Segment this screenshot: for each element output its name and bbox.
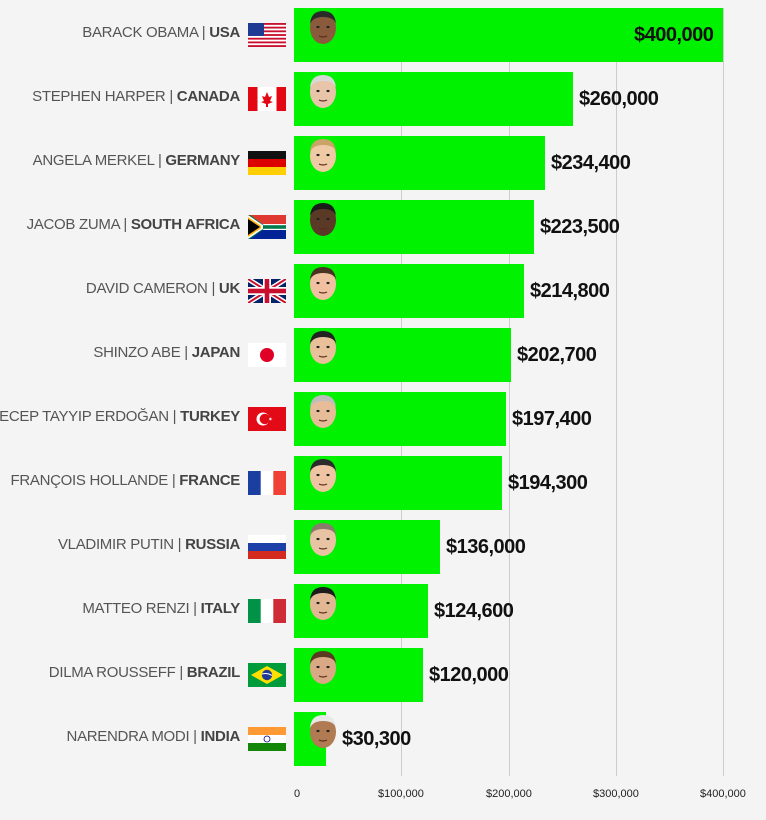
leader-name: RECEP TAYYIP ERDOĞAN [0,408,169,425]
value-label: $194,300 [508,472,588,494]
gridline [723,8,724,776]
portrait-icon [306,6,340,46]
country-name: USA [209,24,240,41]
flag-usa-icon [248,23,286,47]
country-name: UK [218,280,240,297]
leader-name: FRANÇOIS HOLLANDE [10,472,169,489]
country-name: RUSSIA [185,536,240,553]
leader-label: DAVID CAMERON | UK [86,279,240,299]
value-label: $214,800 [530,280,610,302]
portrait-icon [306,518,340,558]
leader-name: STEPHEN HARPER [32,88,166,105]
x-tick-label: $400,000 [700,788,746,800]
leader-name: DAVID CAMERON [85,280,208,297]
label-separator: | [119,216,131,233]
leader-label: FRANÇOIS HOLLANDE | FRANCE [10,471,241,491]
label-separator: | [197,24,210,41]
leader-name: MATTEO RENZI [82,600,190,617]
leader-name: JACOB ZUMA [26,216,120,233]
country-name: TURKEY [180,408,240,425]
leader-label: STEPHEN HARPER | CANADA [32,87,240,107]
label-separator: | [154,152,166,169]
value-label: $234,400 [551,152,631,174]
flag-india-icon [248,727,286,751]
portrait-icon [306,262,340,302]
x-tick-label: $300,000 [593,788,639,800]
flag-brazil-icon [248,663,286,687]
flag-turkey-icon [248,407,286,431]
flag-italy-icon [248,599,286,623]
leader-label: BARACK OBAMA | USA [82,23,240,43]
bar [294,136,545,190]
leader-name: BARACK OBAMA [82,24,198,41]
flag-uk-icon [248,279,286,303]
value-label: $136,000 [446,536,526,558]
bar [294,72,573,126]
portrait-icon [306,646,340,686]
bar [294,8,723,62]
country-name: FRANCE [179,472,240,489]
leader-label: MATTEO RENZI | ITALY [82,599,240,619]
portrait-icon [306,134,340,174]
value-label: $30,300 [342,728,411,750]
leader-name: VLADIMIR PUTIN [57,536,174,553]
country-name: INDIA [200,728,241,745]
value-label: $197,400 [512,408,592,430]
leader-label: JACOB ZUMA | SOUTH AFRICA [26,215,241,235]
value-label: $120,000 [429,664,509,686]
leader-label: RECEP TAYYIP ERDOĞAN | TURKEY [0,407,240,427]
portrait-icon [306,326,340,366]
flag-russia-icon [248,535,286,559]
leader-name: DILMA ROUSSEFF [48,664,176,681]
gridline [616,8,617,776]
label-separator: | [180,344,192,361]
x-tick-label: $200,000 [486,788,532,800]
label-separator: | [165,88,177,105]
country-name: CANADA [176,88,241,105]
country-name: BRAZIL [186,664,241,681]
flag-canada-icon [248,87,286,111]
label-separator: | [207,280,219,297]
flag-japan-icon [248,343,286,367]
label-separator: | [175,664,187,681]
leader-label: VLADIMIR PUTIN | RUSSIA [58,535,240,555]
country-name: JAPAN [191,344,241,361]
country-name: ITALY [200,600,241,617]
country-name: SOUTH AFRICA [130,216,240,233]
label-separator: | [189,600,201,617]
x-tick-label: $100,000 [378,788,424,800]
leader-label: SHINZO ABE | JAPAN [93,343,240,363]
value-label: $202,700 [517,344,597,366]
portrait-icon [306,582,340,622]
portrait-icon [306,454,340,494]
portrait-icon [306,390,340,430]
leader-name: ANGELA MERKEL [32,152,155,169]
label-separator: | [173,536,186,553]
country-name: GERMANY [165,152,240,169]
value-label: $124,600 [434,600,514,622]
leader-label: ANGELA MERKEL | GERMANY [32,151,241,171]
value-label: $260,000 [579,88,659,110]
label-separator: | [168,408,181,425]
flag-germany-icon [248,151,286,175]
leader-name: NARENDRA MODI [66,728,190,745]
label-separator: | [189,728,201,745]
flag-south-africa-icon [248,215,286,239]
gridline [509,8,510,776]
value-label: $400,000 [634,24,714,46]
value-label: $223,500 [540,216,620,238]
portrait-icon [306,198,340,238]
label-separator: | [167,472,180,489]
portrait-icon [306,710,340,750]
leader-label: DILMA ROUSSEFF | BRAZIL [48,663,241,683]
portrait-icon [306,70,340,110]
leader-name: SHINZO ABE [93,344,181,361]
x-tick-label: 0 [294,788,301,800]
leader-label: NARENDRA MODI | INDIA [66,727,241,747]
flag-france-icon [248,471,286,495]
